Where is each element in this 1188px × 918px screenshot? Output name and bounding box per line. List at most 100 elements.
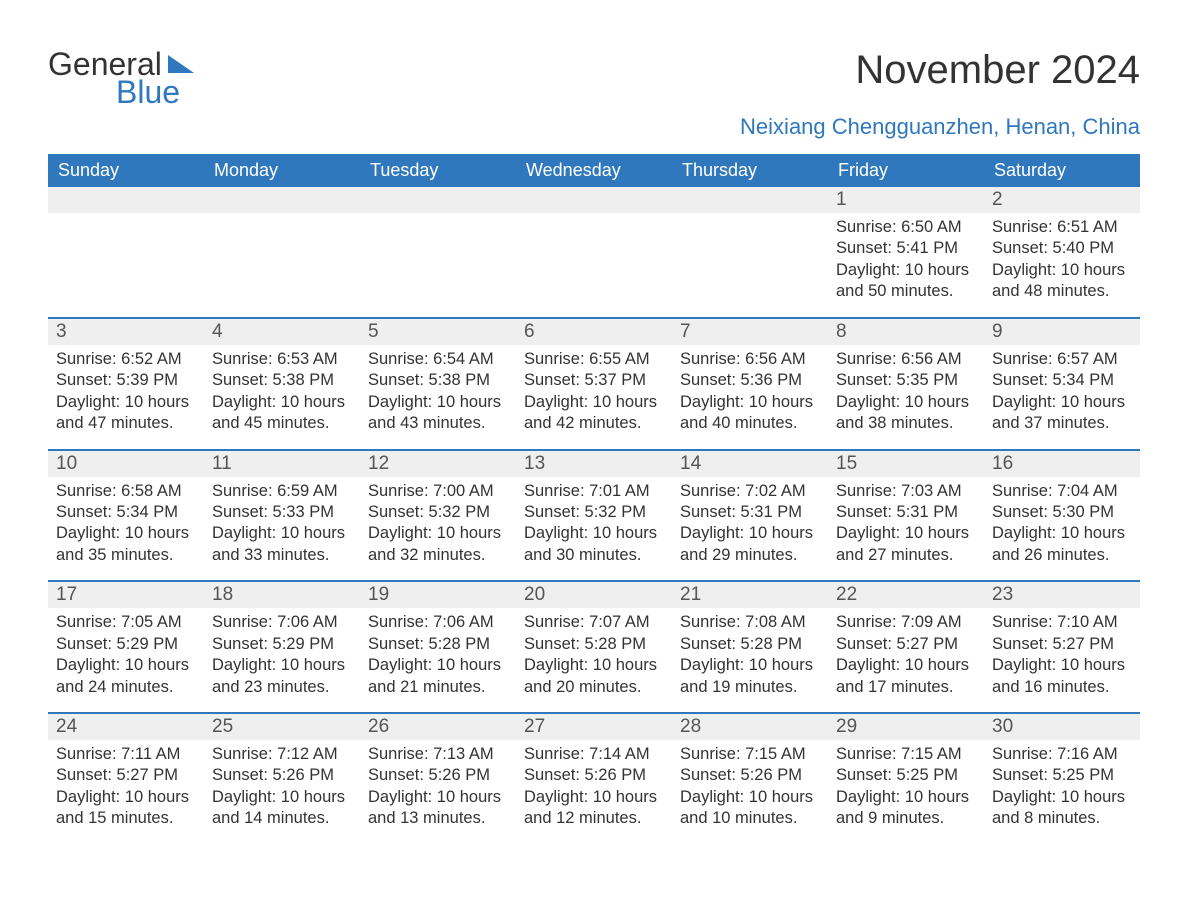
day-sunset: Sunset: 5:32 PM bbox=[524, 502, 664, 523]
day-daylight1: Daylight: 10 hours bbox=[992, 260, 1132, 281]
day-daylight2: and 21 minutes. bbox=[368, 677, 508, 698]
calendar-day-cell: 10Sunrise: 6:58 AMSunset: 5:34 PMDayligh… bbox=[48, 450, 204, 582]
day-daylight2: and 32 minutes. bbox=[368, 545, 508, 566]
day-sunset: Sunset: 5:27 PM bbox=[992, 634, 1132, 655]
day-daylight2: and 50 minutes. bbox=[836, 281, 976, 302]
day-daylight1: Daylight: 10 hours bbox=[524, 787, 664, 808]
day-details: Sunrise: 7:16 AMSunset: 5:25 PMDaylight:… bbox=[984, 740, 1140, 844]
calendar-day-cell: 13Sunrise: 7:01 AMSunset: 5:32 PMDayligh… bbox=[516, 450, 672, 582]
day-details: Sunrise: 6:52 AMSunset: 5:39 PMDaylight:… bbox=[48, 345, 204, 449]
calendar-day-cell: 6Sunrise: 6:55 AMSunset: 5:37 PMDaylight… bbox=[516, 318, 672, 450]
day-number: . bbox=[204, 187, 360, 213]
day-daylight2: and 47 minutes. bbox=[56, 413, 196, 434]
calendar-day-cell: 12Sunrise: 7:00 AMSunset: 5:32 PMDayligh… bbox=[360, 450, 516, 582]
day-number: 9 bbox=[984, 319, 1140, 345]
day-daylight1: Daylight: 10 hours bbox=[56, 787, 196, 808]
day-daylight1: Daylight: 10 hours bbox=[992, 392, 1132, 413]
day-details: Sunrise: 7:04 AMSunset: 5:30 PMDaylight:… bbox=[984, 477, 1140, 581]
day-sunset: Sunset: 5:26 PM bbox=[680, 765, 820, 786]
weekday-header: Wednesday bbox=[516, 154, 672, 187]
calendar-day-cell: 18Sunrise: 7:06 AMSunset: 5:29 PMDayligh… bbox=[204, 581, 360, 713]
day-number: 11 bbox=[204, 451, 360, 477]
day-daylight1: Daylight: 10 hours bbox=[992, 523, 1132, 544]
day-number: . bbox=[360, 187, 516, 213]
day-details: Sunrise: 7:08 AMSunset: 5:28 PMDaylight:… bbox=[672, 608, 828, 712]
day-sunrise: Sunrise: 6:50 AM bbox=[836, 217, 976, 238]
day-daylight1: Daylight: 10 hours bbox=[680, 655, 820, 676]
calendar-day-cell: 29Sunrise: 7:15 AMSunset: 5:25 PMDayligh… bbox=[828, 713, 984, 844]
day-number: 15 bbox=[828, 451, 984, 477]
day-sunset: Sunset: 5:34 PM bbox=[56, 502, 196, 523]
day-details: Sunrise: 6:53 AMSunset: 5:38 PMDaylight:… bbox=[204, 345, 360, 449]
day-daylight1: Daylight: 10 hours bbox=[368, 655, 508, 676]
calendar-week-row: 17Sunrise: 7:05 AMSunset: 5:29 PMDayligh… bbox=[48, 581, 1140, 713]
day-daylight2: and 33 minutes. bbox=[212, 545, 352, 566]
day-sunset: Sunset: 5:41 PM bbox=[836, 238, 976, 259]
day-details: Sunrise: 7:07 AMSunset: 5:28 PMDaylight:… bbox=[516, 608, 672, 712]
day-daylight1: Daylight: 10 hours bbox=[524, 655, 664, 676]
day-sunset: Sunset: 5:33 PM bbox=[212, 502, 352, 523]
day-daylight1: Daylight: 10 hours bbox=[212, 655, 352, 676]
day-sunset: Sunset: 5:26 PM bbox=[524, 765, 664, 786]
day-details: Sunrise: 6:57 AMSunset: 5:34 PMDaylight:… bbox=[984, 345, 1140, 449]
day-sunrise: Sunrise: 6:56 AM bbox=[836, 349, 976, 370]
day-daylight2: and 37 minutes. bbox=[992, 413, 1132, 434]
day-details: Sunrise: 7:10 AMSunset: 5:27 PMDaylight:… bbox=[984, 608, 1140, 712]
day-sunset: Sunset: 5:34 PM bbox=[992, 370, 1132, 391]
location-subtitle: Neixiang Chengguanzhen, Henan, China bbox=[48, 114, 1140, 140]
day-details: Sunrise: 7:14 AMSunset: 5:26 PMDaylight:… bbox=[516, 740, 672, 844]
day-sunset: Sunset: 5:28 PM bbox=[368, 634, 508, 655]
day-daylight2: and 35 minutes. bbox=[56, 545, 196, 566]
day-number: 21 bbox=[672, 582, 828, 608]
day-daylight2: and 26 minutes. bbox=[992, 545, 1132, 566]
day-daylight2: and 29 minutes. bbox=[680, 545, 820, 566]
day-number: . bbox=[672, 187, 828, 213]
day-sunrise: Sunrise: 7:07 AM bbox=[524, 612, 664, 633]
calendar-day-cell: 22Sunrise: 7:09 AMSunset: 5:27 PMDayligh… bbox=[828, 581, 984, 713]
calendar-day-cell: 5Sunrise: 6:54 AMSunset: 5:38 PMDaylight… bbox=[360, 318, 516, 450]
day-daylight2: and 42 minutes. bbox=[524, 413, 664, 434]
day-daylight2: and 15 minutes. bbox=[56, 808, 196, 829]
day-details: Sunrise: 7:06 AMSunset: 5:28 PMDaylight:… bbox=[360, 608, 516, 712]
day-daylight1: Daylight: 10 hours bbox=[56, 523, 196, 544]
day-number: 27 bbox=[516, 714, 672, 740]
weekday-header: Tuesday bbox=[360, 154, 516, 187]
day-daylight1: Daylight: 10 hours bbox=[524, 523, 664, 544]
day-number: 28 bbox=[672, 714, 828, 740]
day-sunrise: Sunrise: 7:08 AM bbox=[680, 612, 820, 633]
day-sunrise: Sunrise: 6:57 AM bbox=[992, 349, 1132, 370]
day-daylight1: Daylight: 10 hours bbox=[680, 523, 820, 544]
calendar-day-cell: 24Sunrise: 7:11 AMSunset: 5:27 PMDayligh… bbox=[48, 713, 204, 844]
calendar-day-cell: . bbox=[516, 187, 672, 318]
day-daylight2: and 8 minutes. bbox=[992, 808, 1132, 829]
day-sunset: Sunset: 5:26 PM bbox=[212, 765, 352, 786]
day-sunrise: Sunrise: 7:00 AM bbox=[368, 481, 508, 502]
day-number: 8 bbox=[828, 319, 984, 345]
day-daylight1: Daylight: 10 hours bbox=[836, 523, 976, 544]
day-number: 23 bbox=[984, 582, 1140, 608]
calendar-day-cell: 14Sunrise: 7:02 AMSunset: 5:31 PMDayligh… bbox=[672, 450, 828, 582]
day-number: 30 bbox=[984, 714, 1140, 740]
calendar-day-cell: 2Sunrise: 6:51 AMSunset: 5:40 PMDaylight… bbox=[984, 187, 1140, 318]
day-daylight1: Daylight: 10 hours bbox=[368, 523, 508, 544]
calendar-day-cell: 8Sunrise: 6:56 AMSunset: 5:35 PMDaylight… bbox=[828, 318, 984, 450]
day-daylight2: and 40 minutes. bbox=[680, 413, 820, 434]
day-daylight2: and 23 minutes. bbox=[212, 677, 352, 698]
weekday-header-row: Sunday Monday Tuesday Wednesday Thursday… bbox=[48, 154, 1140, 187]
day-details: Sunrise: 7:00 AMSunset: 5:32 PMDaylight:… bbox=[360, 477, 516, 581]
calendar-day-cell: 19Sunrise: 7:06 AMSunset: 5:28 PMDayligh… bbox=[360, 581, 516, 713]
day-sunset: Sunset: 5:36 PM bbox=[680, 370, 820, 391]
day-sunrise: Sunrise: 7:02 AM bbox=[680, 481, 820, 502]
weekday-header: Monday bbox=[204, 154, 360, 187]
calendar-day-cell: 30Sunrise: 7:16 AMSunset: 5:25 PMDayligh… bbox=[984, 713, 1140, 844]
day-sunrise: Sunrise: 7:16 AM bbox=[992, 744, 1132, 765]
day-sunset: Sunset: 5:35 PM bbox=[836, 370, 976, 391]
day-sunrise: Sunrise: 7:01 AM bbox=[524, 481, 664, 502]
day-details: Sunrise: 6:51 AMSunset: 5:40 PMDaylight:… bbox=[984, 213, 1140, 317]
day-number: 12 bbox=[360, 451, 516, 477]
day-daylight1: Daylight: 10 hours bbox=[992, 655, 1132, 676]
day-number: . bbox=[516, 187, 672, 213]
day-daylight1: Daylight: 10 hours bbox=[524, 392, 664, 413]
day-daylight2: and 10 minutes. bbox=[680, 808, 820, 829]
day-daylight2: and 12 minutes. bbox=[524, 808, 664, 829]
